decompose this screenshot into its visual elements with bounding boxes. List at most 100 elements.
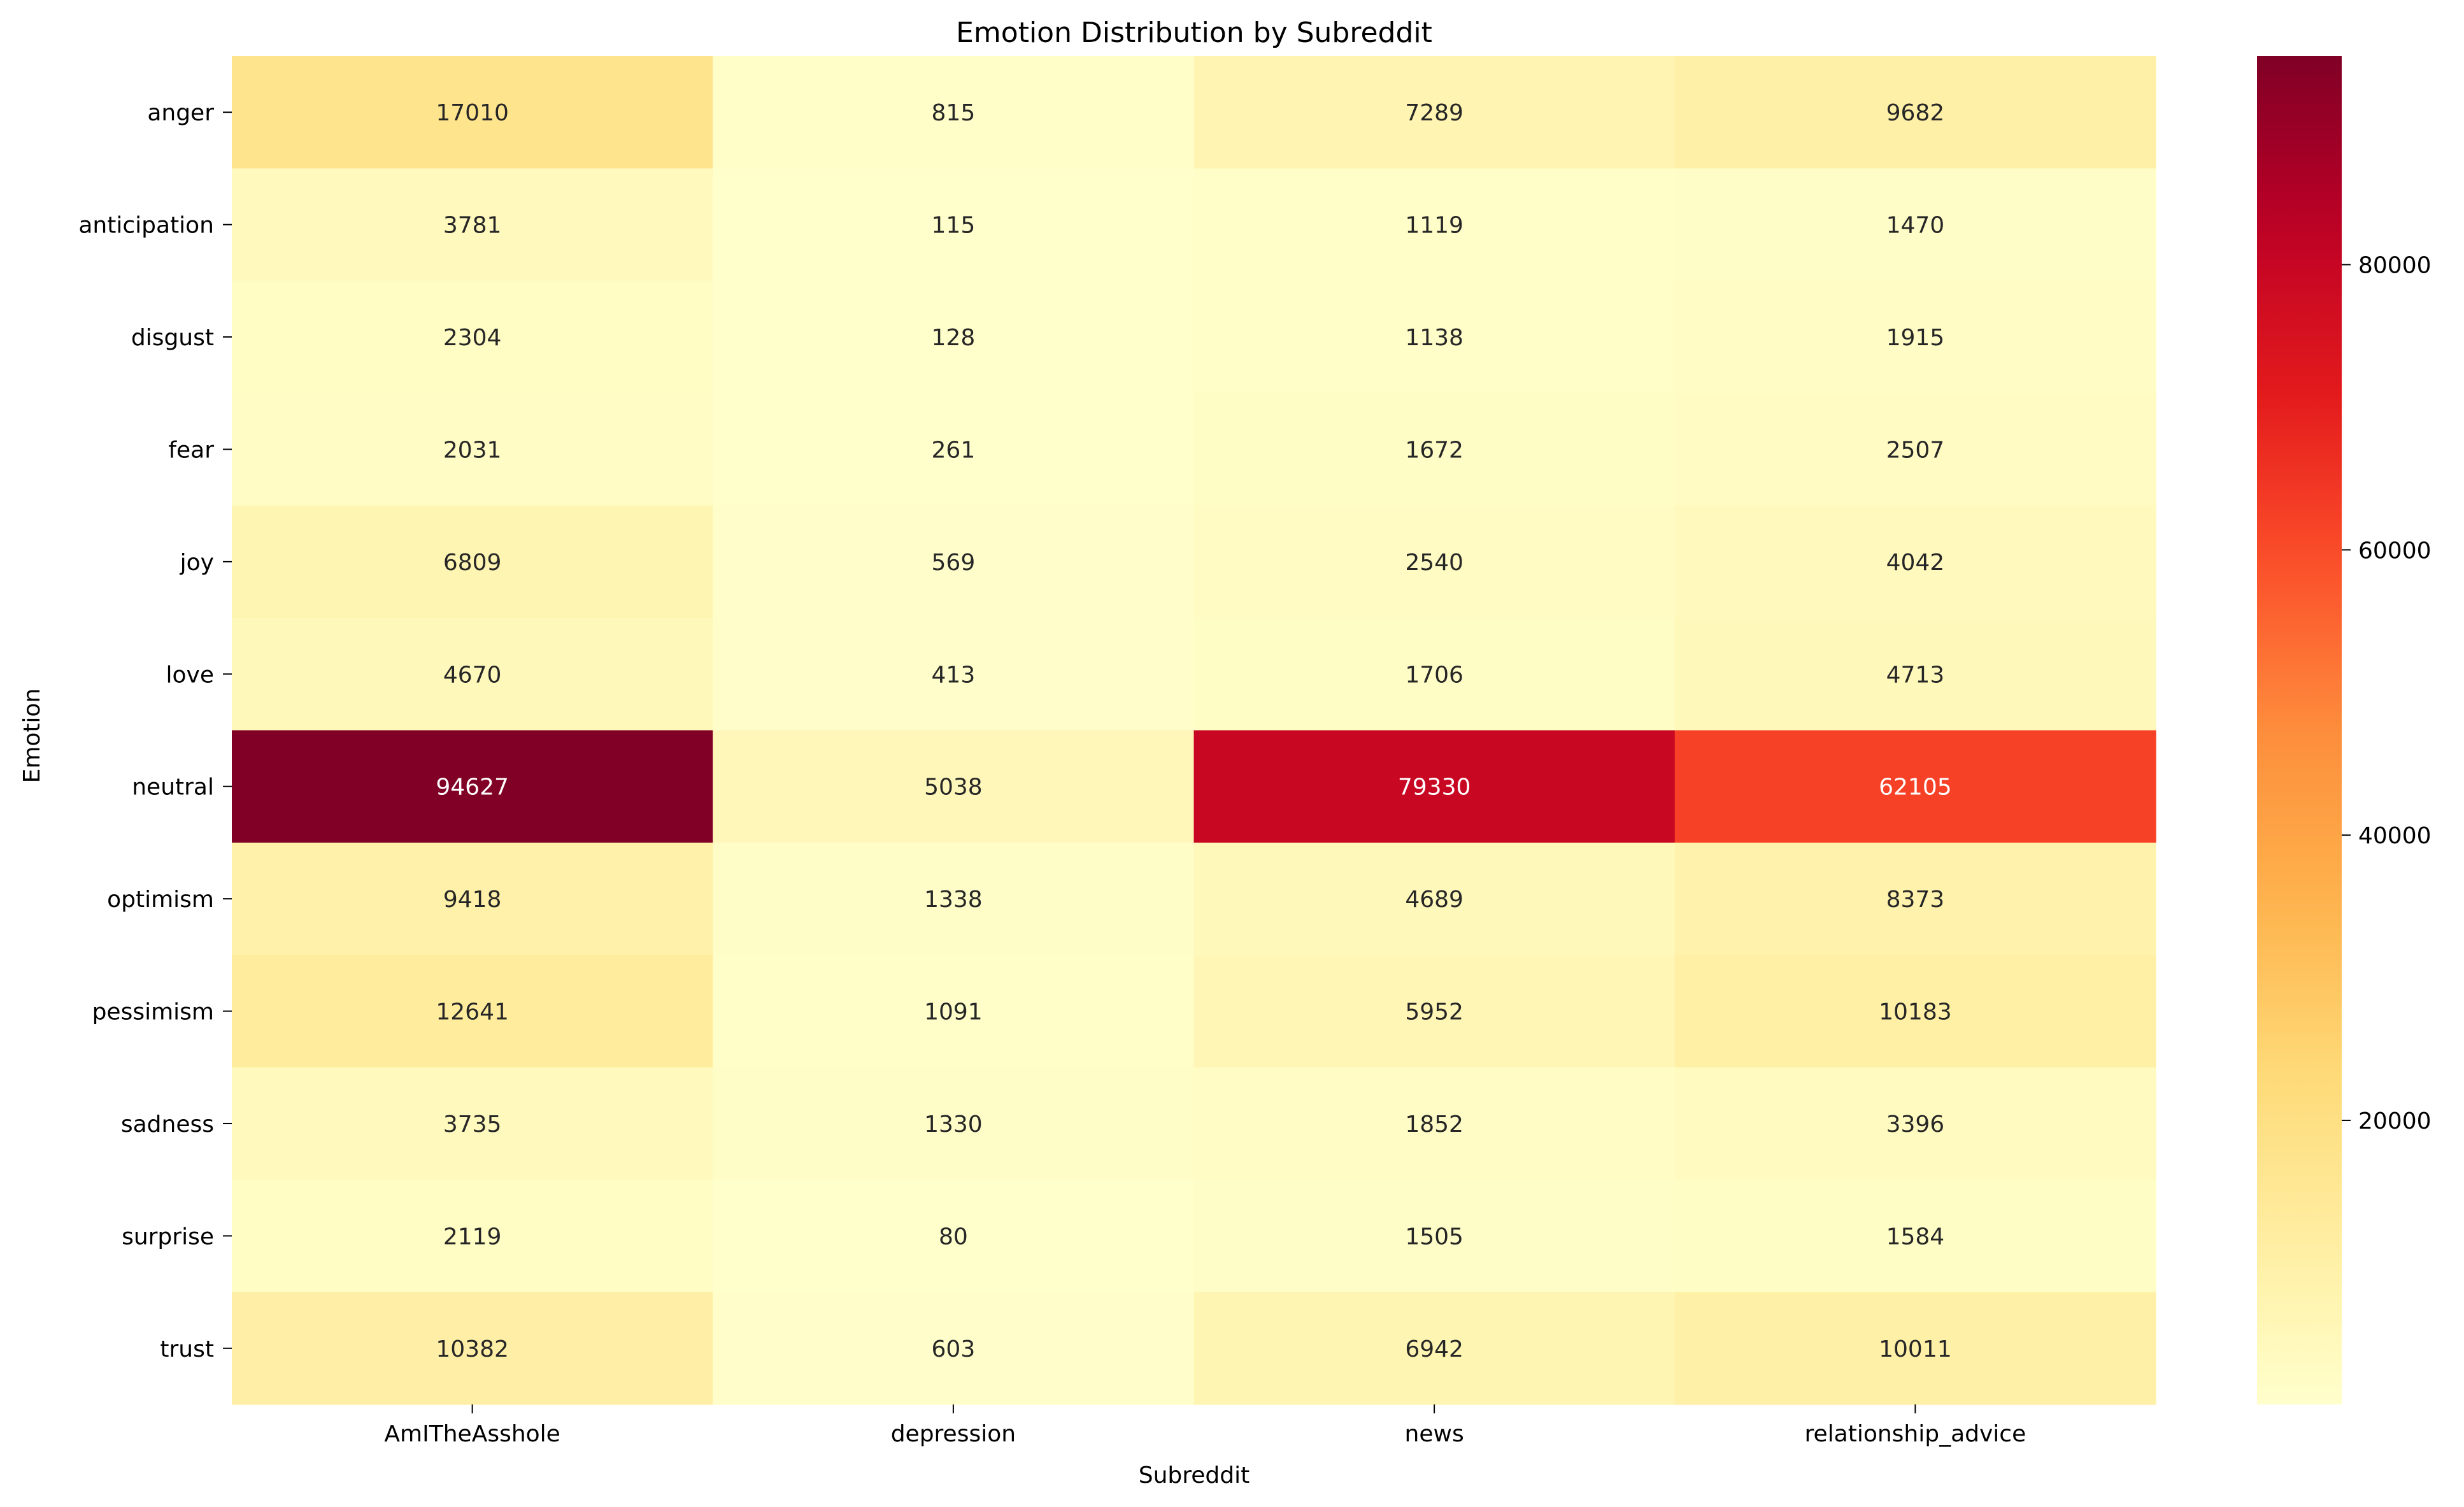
cell-value-label: 115 xyxy=(932,213,976,239)
heatmap-cell xyxy=(232,842,713,955)
x-tick-label: relationship_advice xyxy=(1804,1421,2026,1447)
heatmap-cell xyxy=(713,618,1195,731)
heatmap-cell xyxy=(232,505,713,618)
cell-value-label: 1584 xyxy=(1886,1224,1945,1250)
heatmap-cell xyxy=(1193,168,1676,282)
cell-value-label: 9418 xyxy=(443,887,502,913)
cell-value-label: 261 xyxy=(932,437,976,463)
cell-value-label: 62105 xyxy=(1879,775,1952,801)
heatmap-cell xyxy=(232,280,713,394)
heatmap-cell xyxy=(713,955,1195,1068)
cell-value-label: 2031 xyxy=(443,437,502,463)
cell-value-label: 80 xyxy=(939,1224,968,1250)
cell-value-label: 6809 xyxy=(443,550,502,576)
heatmap-cell xyxy=(1193,955,1676,1068)
cell-value-label: 17010 xyxy=(436,100,509,126)
cell-value-label: 10011 xyxy=(1879,1336,1952,1362)
y-tick-label: neutral xyxy=(132,775,214,801)
y-tick-label: disgust xyxy=(131,325,214,351)
cell-value-label: 4670 xyxy=(443,662,502,688)
cell-value-label: 4689 xyxy=(1405,887,1463,913)
heatmap-cell xyxy=(713,393,1195,506)
heatmap-cells: 17010 815 7289 9682 3781 115 1119 1470 2304 128 11… xyxy=(232,56,2156,1405)
cell-value-label: 8373 xyxy=(1886,887,1945,913)
heatmap-cell xyxy=(1674,280,2156,394)
cell-value-label: 12641 xyxy=(436,999,509,1025)
cell-value-label: 2507 xyxy=(1886,437,1945,463)
heatmap-cell xyxy=(1193,1180,1676,1293)
heatmap-cell xyxy=(232,730,713,843)
cell-value-label: 1915 xyxy=(1886,325,1945,351)
heatmap-cell xyxy=(232,1292,713,1405)
cell-value-label: 1330 xyxy=(924,1111,983,1138)
cell-value-label: 94627 xyxy=(436,775,509,801)
cell-value-label: 1119 xyxy=(1405,213,1463,239)
cell-value-label: 1091 xyxy=(924,999,983,1025)
heatmap-cell xyxy=(713,1180,1195,1293)
cell-value-label: 413 xyxy=(932,662,976,688)
cell-value-label: 9682 xyxy=(1886,100,1945,126)
cell-value-label: 3735 xyxy=(443,1111,502,1138)
heatmap-cell xyxy=(232,56,713,169)
heatmap-cell xyxy=(1193,842,1676,955)
x-tick-labels: AmITheAsshole depression news relationship_… xyxy=(384,1404,2026,1447)
heatmap-cell xyxy=(713,730,1195,843)
y-tick-label: anticipation xyxy=(78,213,214,239)
heatmap-cell xyxy=(713,168,1195,282)
heatmap-cell xyxy=(1674,1292,2156,1405)
heatmap-cell xyxy=(713,505,1195,618)
cell-value-label: 603 xyxy=(932,1336,976,1362)
colorbar-tick-label: 80000 xyxy=(2358,253,2432,279)
colorbar-gradient xyxy=(2257,56,2342,1404)
cell-value-label: 7289 xyxy=(1405,100,1463,126)
heatmap-cell xyxy=(713,842,1195,955)
heatmap-cell xyxy=(713,1067,1195,1180)
y-tick-label: surprise xyxy=(122,1224,214,1250)
heatmap-cell xyxy=(1193,56,1676,169)
cell-value-label: 4713 xyxy=(1886,662,1945,688)
heatmap-cell xyxy=(1193,1292,1676,1405)
cell-value-label: 10382 xyxy=(436,1336,509,1362)
heatmap-cell xyxy=(1193,505,1676,618)
heatmap-cell xyxy=(1674,842,2156,955)
cell-value-label: 1138 xyxy=(1405,325,1463,351)
heatmap-cell xyxy=(1674,505,2156,618)
cell-value-label: 4042 xyxy=(1886,550,1945,576)
x-tick-label: depression xyxy=(891,1421,1016,1447)
heatmap-cell xyxy=(713,280,1195,394)
y-tick-label: love xyxy=(166,662,214,688)
heatmap-cell xyxy=(232,168,713,282)
cell-value-label: 815 xyxy=(932,100,976,126)
cell-value-label: 2304 xyxy=(443,325,502,351)
cell-value-label: 6942 xyxy=(1405,1336,1463,1362)
cell-value-label: 10183 xyxy=(1879,999,1952,1025)
cell-value-label: 2119 xyxy=(443,1224,502,1250)
x-tick-label: AmITheAsshole xyxy=(384,1421,560,1447)
heatmap-cell xyxy=(232,955,713,1068)
heatmap-cell xyxy=(1674,393,2156,506)
heatmap-cell xyxy=(1674,955,2156,1068)
cell-value-label: 1852 xyxy=(1405,1111,1463,1138)
x-tick-label: news xyxy=(1405,1421,1464,1447)
y-tick-label: sadness xyxy=(121,1111,214,1138)
cell-value-label: 2540 xyxy=(1405,550,1463,576)
y-tick-labels: anger anticipation disgust fear joy love neutr… xyxy=(78,100,232,1362)
cell-value-label: 3781 xyxy=(443,213,502,239)
cell-value-label: 1338 xyxy=(924,887,983,913)
chart-title: Emotion Distribution by Subreddit xyxy=(956,17,1432,49)
colorbar-tick-label: 40000 xyxy=(2358,823,2432,849)
colorbar-tick-label: 60000 xyxy=(2358,538,2432,564)
y-tick-label: optimism xyxy=(107,887,214,913)
heatmap-cell xyxy=(232,393,713,506)
cell-value-label: 5038 xyxy=(924,775,983,801)
y-axis-label: Emotion xyxy=(19,689,45,783)
cell-value-label: 1505 xyxy=(1405,1224,1463,1250)
heatmap-cell xyxy=(1674,730,2156,843)
cell-value-label: 1672 xyxy=(1405,437,1463,463)
y-tick-label: trust xyxy=(160,1336,214,1362)
heatmap-cell xyxy=(1193,280,1676,394)
heatmap-cell xyxy=(1674,1180,2156,1293)
cell-value-label: 569 xyxy=(932,550,976,576)
cell-value-label: 3396 xyxy=(1886,1111,1945,1138)
heatmap-cell xyxy=(1674,168,2156,282)
